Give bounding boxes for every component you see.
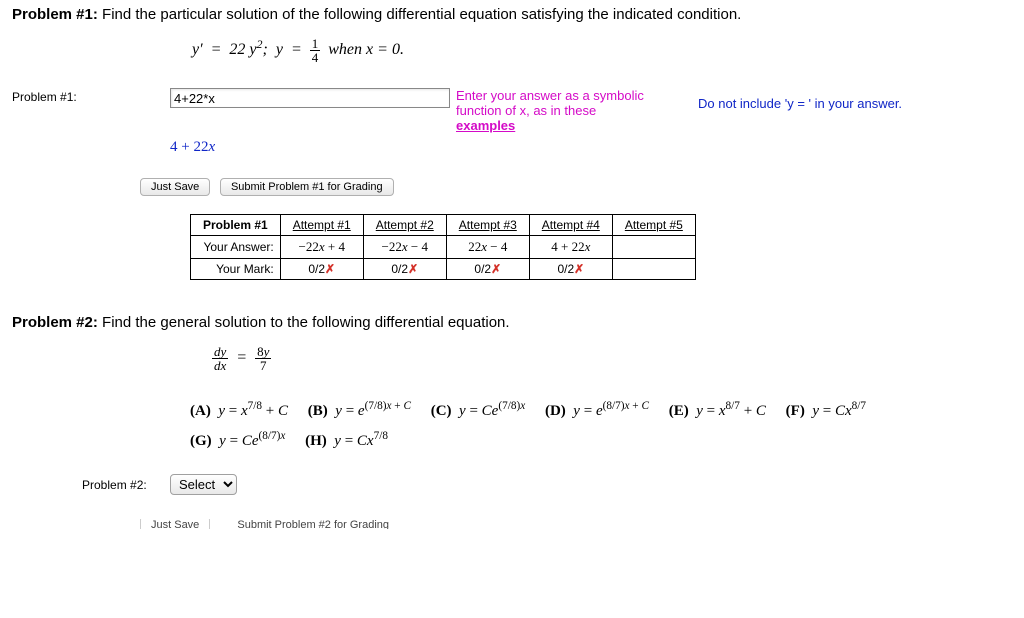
attempts-table: Problem #1 Attempt #1 Attempt #2 Attempt… <box>190 214 696 280</box>
option-b: (B) y = e(7/8)x + C <box>308 403 411 419</box>
problem-1-heading: Problem #1: Find the particular solution… <box>12 6 1012 23</box>
submit-partial: Submit Problem #2 for Grading <box>237 519 389 529</box>
attempt-link-4[interactable]: Attempt #4 <box>542 218 600 232</box>
option-f: (F) y = Cx8/7 <box>786 403 866 419</box>
table-row-answer: Your Answer: −22x + 4 −22x − 4 22x − 4 4… <box>191 236 696 259</box>
mark-5 <box>612 259 695 280</box>
attempt-link-1[interactable]: Attempt #1 <box>293 218 351 232</box>
answer-1: −22x + 4 <box>280 236 363 259</box>
option-g: (G) y = Ce(8/7)x <box>190 433 285 449</box>
problem-2-heading: Problem #2: Find the general solution to… <box>12 314 1012 331</box>
mark-4: 0/2✗ <box>529 259 612 280</box>
problem-1-title: Problem #1: <box>12 6 98 23</box>
problem-1-answer-input[interactable] <box>170 88 450 108</box>
submit-button[interactable]: Submit Problem #1 for Grading <box>220 178 394 196</box>
problem-2-select-row: Problem #2: Select <box>12 474 1012 495</box>
option-e: (E) y = x8/7 + C <box>669 403 766 419</box>
problem-1-echo: 4 + 22x <box>170 139 1012 156</box>
problem-2-options: (A) y = x7/8 + C (B) y = e(7/8)x + C (C)… <box>190 396 1012 456</box>
problem-2-label: Problem #2: <box>82 478 170 492</box>
answer-4: 4 + 22x <box>529 236 612 259</box>
mark-2: 0/2✗ <box>363 259 446 280</box>
problem-2-title: Problem #2: <box>12 314 98 331</box>
problem-1-input-row: Problem #1: Enter your answer as a symbo… <box>12 88 1012 133</box>
answer-3: 22x − 4 <box>446 236 529 259</box>
problem-1-buttons: Just Save Submit Problem #1 for Grading <box>140 178 1012 196</box>
answer-5 <box>612 236 695 259</box>
just-save-button[interactable]: Just Save <box>140 178 210 196</box>
mark-3: 0/2✗ <box>446 259 529 280</box>
your-answer-label: Your Answer: <box>191 236 281 259</box>
cutoff-buttons: Just Save Submit Problem #2 for Grading <box>140 519 1012 529</box>
table-row-header: Problem #1 Attempt #1 Attempt #2 Attempt… <box>191 215 696 236</box>
option-d: (D) y = e(8/7)x + C <box>545 403 649 419</box>
problem-1-label: Problem #1: <box>12 88 170 104</box>
option-h: (H) y = Cx7/8 <box>305 433 388 449</box>
examples-link[interactable]: examples <box>456 118 515 133</box>
instruction-line1: Enter your answer as a symbolic <box>456 88 690 103</box>
mark-1: 0/2✗ <box>280 259 363 280</box>
option-a: (A) y = x7/8 + C <box>190 403 288 419</box>
problem-1-equation: y′ = 22 y2; y = 14 when x = 0. <box>192 37 1012 64</box>
problem-2-desc: Find the general solution to the followi… <box>98 314 510 331</box>
instruction-line2: function of x, as in these <box>456 103 690 118</box>
your-mark-label: Your Mark: <box>191 259 281 280</box>
attempt-link-3[interactable]: Attempt #3 <box>459 218 517 232</box>
problem-1-desc: Find the particular solution of the foll… <box>98 6 741 23</box>
problem-2-select[interactable]: Select <box>170 474 237 495</box>
no-include-note: Do not include 'y = ' in your answer. <box>690 88 902 111</box>
attempt-link-5[interactable]: Attempt #5 <box>625 218 683 232</box>
answer-2: −22x − 4 <box>363 236 446 259</box>
problem-2-equation: dydx = 8y7 <box>212 345 1012 372</box>
option-c: (C) y = Ce(7/8)x <box>431 403 526 419</box>
just-save-button-2[interactable]: Just Save <box>140 519 210 529</box>
table-row-mark: Your Mark: 0/2✗ 0/2✗ 0/2✗ 0/2✗ <box>191 259 696 280</box>
table-topleft: Problem #1 <box>191 215 281 236</box>
attempt-link-2[interactable]: Attempt #2 <box>376 218 434 232</box>
